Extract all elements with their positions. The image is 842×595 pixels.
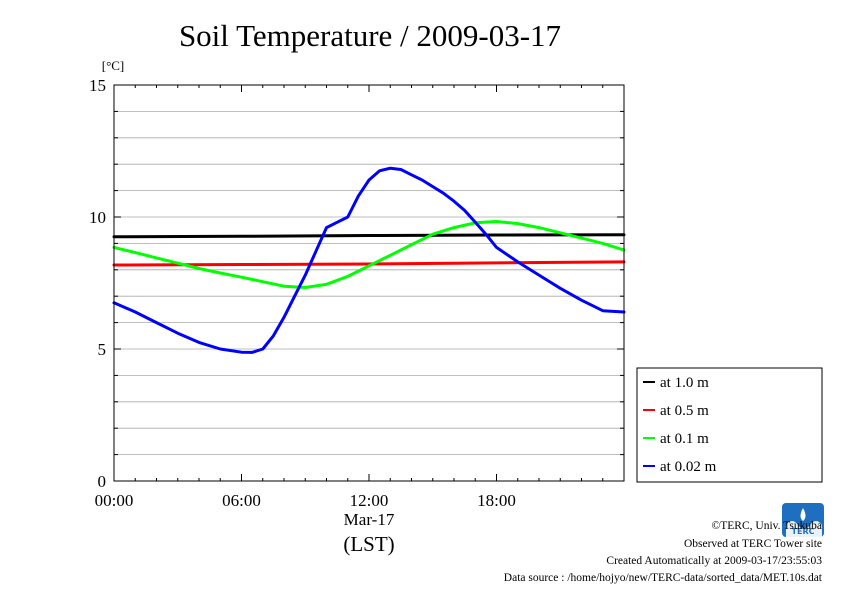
created-timestamp-text: Created Automatically at 2009-03-17/23:5… <box>606 555 822 567</box>
x-tick-label: 18:00 <box>477 491 516 510</box>
legend-label: at 0.5 m <box>660 403 709 419</box>
legend-label: at 1.0 m <box>660 375 709 391</box>
terc-logo: TERC <box>782 503 824 537</box>
x-tick-label: 06:00 <box>222 491 261 510</box>
legend-box <box>636 367 823 483</box>
x-axis-date-label: Mar-17 <box>344 510 395 529</box>
series-line <box>112 220 626 289</box>
legend-label: at 0.02 m <box>660 459 717 475</box>
observed-site-text: Observed at TERC Tower site <box>683 538 822 550</box>
chart-title: Soil Temperature / 2009-03-17 <box>179 18 561 53</box>
legend-label: at 0.1 m <box>660 431 709 447</box>
series-line <box>112 260 626 267</box>
series-line <box>112 166 626 354</box>
legend: at 1.0 m at 0.5 m at 0.1 m at 0.02 m <box>636 367 823 483</box>
copyright-text: ©TERC, Univ. Tsukuba <box>711 520 822 532</box>
x-axis-label: (LST) <box>343 532 394 556</box>
grid-lines <box>114 111 624 456</box>
y-axis-unit-label: [°C] <box>102 58 125 73</box>
series-line <box>112 233 626 239</box>
y-tick-label: 0 <box>98 472 107 491</box>
y-tick-label: 5 <box>98 340 107 359</box>
y-tick-label: 10 <box>89 208 106 227</box>
y-tick-label: 15 <box>89 76 106 95</box>
series-lines <box>112 166 626 354</box>
data-source-text: Data source : /home/hojyo/new/TERC-data/… <box>503 572 822 584</box>
svg-text:TERC: TERC <box>792 527 815 536</box>
plot-frame <box>113 84 625 482</box>
x-tick-label: 12:00 <box>350 491 389 510</box>
x-tick-label: 00:00 <box>95 491 134 510</box>
axis-ticks: 0 5 10 15 00:00 06:00 12:00 18:00 <box>89 76 625 510</box>
